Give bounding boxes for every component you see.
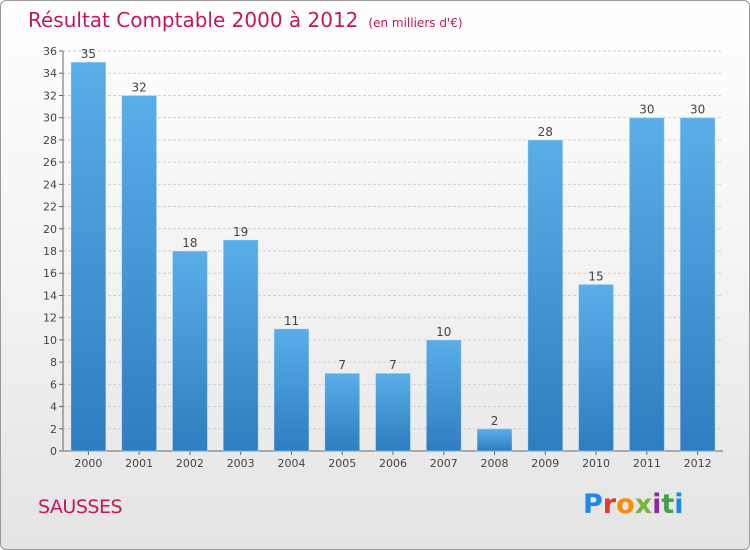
- data-label: 35: [81, 47, 96, 61]
- x-tick-label: 2008: [481, 457, 509, 470]
- logo-letter: o: [616, 489, 635, 520]
- logo-letter: i: [652, 489, 662, 520]
- y-tick-label: 26: [43, 156, 57, 169]
- y-tick-label: 6: [50, 378, 57, 391]
- x-tick-label: 2001: [125, 457, 153, 470]
- x-tick-label: 2011: [633, 457, 661, 470]
- logo-letter: i: [674, 489, 684, 520]
- bar-highlight: [628, 117, 665, 452]
- bar: [629, 117, 665, 452]
- chart-title: Résultat Comptable 2000 à 2012 (en millie…: [28, 8, 463, 32]
- y-tick-label: 18: [43, 245, 57, 258]
- data-label: 2: [491, 414, 499, 428]
- x-tick-label: 2010: [582, 457, 610, 470]
- data-label: 28: [538, 125, 553, 139]
- bar: [680, 117, 716, 452]
- y-tick-label: 12: [43, 312, 57, 325]
- proxiti-logo[interactable]: Proxiti: [583, 489, 684, 520]
- bar: [273, 328, 309, 451]
- bar: [527, 139, 563, 451]
- x-tick-label: 2004: [277, 457, 305, 470]
- x-tick-label: 2005: [328, 457, 356, 470]
- bar-highlight: [578, 283, 615, 452]
- bar-highlight: [679, 117, 716, 452]
- y-tick-label: 4: [50, 401, 57, 414]
- bar: [121, 95, 157, 451]
- bar: [477, 428, 513, 451]
- bar-highlight: [476, 428, 513, 452]
- chart-unit-text: (en milliers d'€): [368, 16, 463, 30]
- data-labels: 35 32 18 19 11 7 7 10 2 28 15 30 30: [81, 47, 706, 428]
- bar-highlight: [70, 61, 107, 452]
- data-label: 10: [436, 325, 451, 339]
- bar: [324, 373, 360, 451]
- bar-highlight: [222, 239, 259, 452]
- data-label: 7: [389, 358, 397, 372]
- chart-title-text: Résultat Comptable 2000 à 2012: [28, 8, 359, 32]
- y-tick-label: 14: [43, 289, 57, 302]
- bar: [223, 239, 259, 451]
- y-tick-label: 30: [43, 112, 57, 125]
- y-tick-label: 36: [43, 45, 57, 58]
- bar-highlight: [121, 94, 158, 452]
- y-tick-label: 28: [43, 134, 57, 147]
- y-tick-label: 24: [43, 178, 57, 191]
- bar: [578, 284, 614, 451]
- x-tick-label: 2003: [227, 457, 255, 470]
- data-label: 7: [338, 358, 346, 372]
- logo-letter: t: [661, 489, 675, 520]
- y-tick-label: 2: [50, 423, 57, 436]
- logo-letter: P: [583, 489, 603, 520]
- data-label: 19: [233, 225, 248, 239]
- logo-letter: r: [602, 489, 617, 520]
- data-label: 11: [284, 314, 299, 328]
- bar: [375, 373, 411, 451]
- y-tick-label: 20: [43, 223, 57, 236]
- y-tick-label: 16: [43, 267, 57, 280]
- x-tick-label: 2000: [74, 457, 102, 470]
- bar-highlight: [171, 250, 208, 452]
- bar-highlight: [273, 328, 310, 452]
- data-label: 32: [132, 80, 147, 94]
- bars: [70, 61, 716, 452]
- y-tick-label: 32: [43, 89, 57, 102]
- data-label: 15: [588, 269, 603, 283]
- x-tick-label: 2006: [379, 457, 407, 470]
- y-tick-label: 10: [43, 334, 57, 347]
- data-label: 30: [639, 103, 654, 117]
- logo-letter: x: [634, 489, 653, 520]
- bar: [426, 339, 462, 451]
- x-tick-label: 2002: [176, 457, 204, 470]
- bar-highlight: [425, 339, 462, 452]
- data-label: 18: [182, 236, 197, 250]
- y-tick-label: 8: [50, 356, 57, 369]
- data-label: 30: [690, 103, 705, 117]
- x-tick-label: 2007: [430, 457, 458, 470]
- bar: [172, 251, 208, 451]
- commune-name: SAUSSES: [38, 496, 123, 518]
- bar-highlight: [527, 139, 564, 452]
- bar: [70, 62, 106, 451]
- bar-highlight: [324, 372, 361, 452]
- bar-highlight: [375, 372, 411, 452]
- x-tick-label: 2009: [531, 457, 559, 470]
- y-tick-label: 34: [43, 67, 57, 80]
- y-tick-label: 0: [50, 445, 57, 458]
- y-tick-label: 22: [43, 201, 57, 214]
- x-tick-label: 2012: [684, 457, 712, 470]
